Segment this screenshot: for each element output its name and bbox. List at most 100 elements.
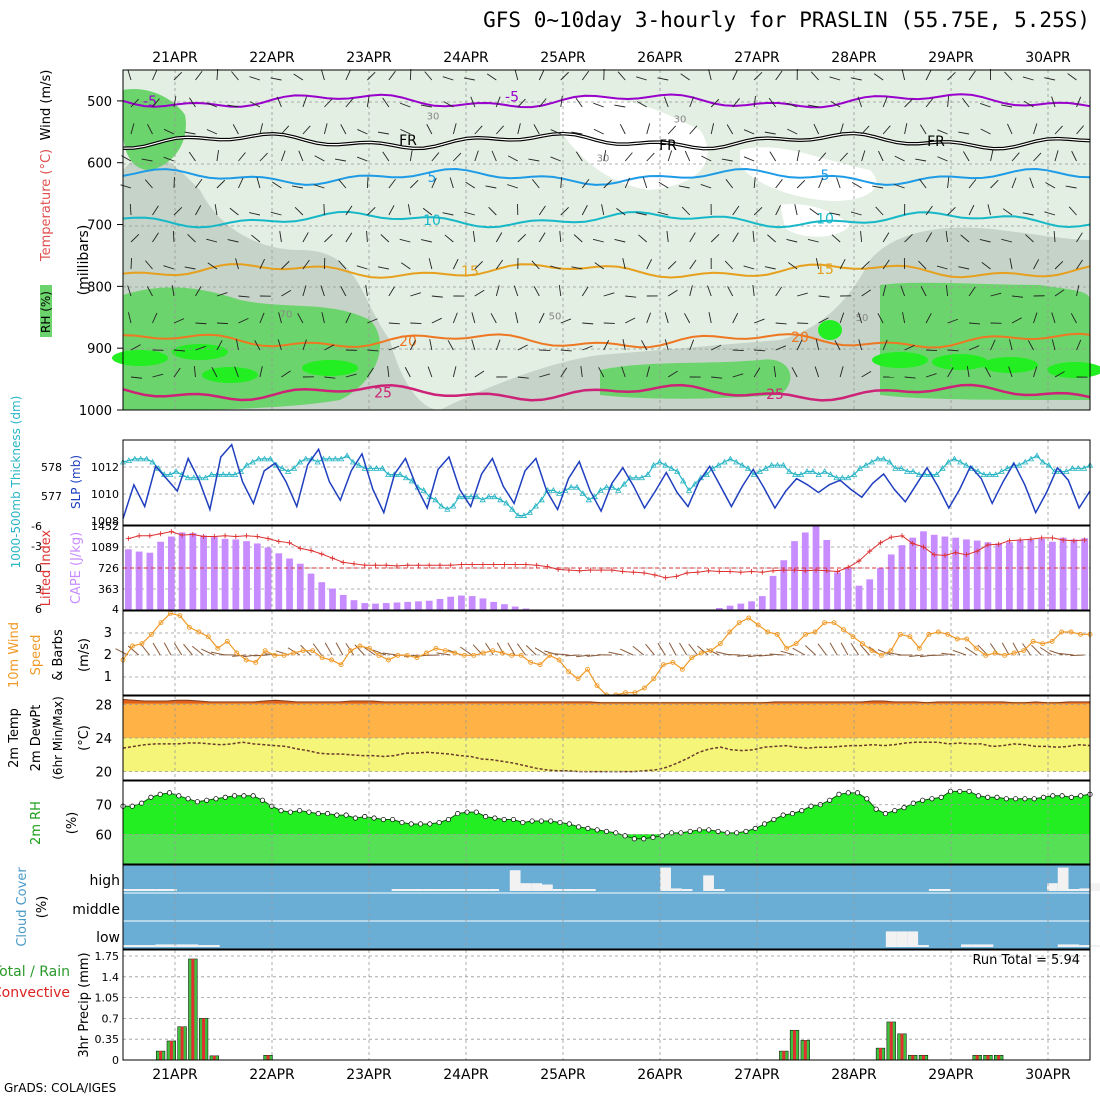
li-point — [544, 564, 550, 570]
cape-bar — [748, 601, 755, 610]
li-point — [792, 567, 798, 573]
wind-barb — [538, 312, 545, 324]
wind-barb — [1054, 125, 1063, 135]
wind-barb — [1054, 150, 1059, 162]
wind-barb — [550, 156, 561, 162]
cape-bar — [920, 531, 927, 610]
wind-barb — [235, 258, 239, 270]
wind-barb — [684, 313, 691, 324]
wind-barb — [470, 96, 476, 108]
wind10m-barb — [645, 643, 655, 656]
cape-bar — [415, 601, 422, 610]
thickness-point — [1016, 461, 1023, 468]
thickness-point — [968, 465, 976, 471]
cape-bar — [135, 551, 143, 610]
li-point — [1039, 535, 1045, 541]
cape-bar — [715, 607, 723, 610]
wind-barb — [635, 212, 647, 216]
isotherm-t20 — [122, 332, 1091, 349]
wind-barb — [882, 96, 888, 108]
cloud-high-bar — [477, 889, 489, 891]
wind-barb — [1011, 152, 1020, 162]
cape-ytick: 726 — [98, 562, 119, 575]
wind-barb — [281, 370, 291, 378]
cape-bar — [178, 532, 186, 610]
thickness-point — [733, 458, 740, 465]
slp-ytick: 1010 — [91, 488, 119, 501]
rh2m-point — [1022, 796, 1028, 802]
wind10m-point — [869, 648, 875, 654]
cloud-high-bar — [155, 889, 166, 891]
wind-barb — [495, 232, 503, 243]
temp-max-area — [123, 699, 1090, 704]
wind-barb — [474, 260, 483, 270]
wind-barb — [794, 204, 798, 216]
wind-barb — [1001, 104, 1013, 108]
wind10m-point — [461, 652, 467, 658]
wind-barb — [1011, 177, 1017, 189]
wind-barb — [638, 234, 648, 243]
wind-barb — [297, 313, 304, 324]
wind-barb — [227, 239, 239, 243]
wind-barb — [752, 285, 755, 297]
thickness-point — [998, 468, 1005, 474]
wind-barb — [120, 184, 132, 189]
wind-barb — [442, 212, 454, 216]
rh-contour-label: 50 — [856, 313, 869, 324]
cloud-high-bar — [423, 889, 435, 891]
wind-barb — [232, 124, 239, 135]
rh-95-cell — [302, 360, 358, 376]
isotherm-t25 — [122, 383, 1091, 402]
cape-bar — [339, 594, 347, 610]
wind-barb — [831, 234, 841, 243]
wind-barb — [1076, 232, 1083, 243]
thickness-point — [125, 457, 133, 463]
date-label-bottom: 25APR — [540, 1067, 586, 1083]
precip-conv-bar — [921, 1055, 925, 1060]
precip-conv-bar — [900, 1033, 904, 1060]
isotherm-label-m5: -5 — [143, 94, 157, 110]
cloud-high-bar — [1079, 888, 1090, 891]
li-point — [1028, 536, 1034, 542]
li-point — [372, 562, 378, 568]
wind-barb — [127, 285, 132, 297]
thickness-point — [615, 487, 622, 493]
wind-barb — [495, 285, 500, 297]
li-point — [963, 552, 969, 558]
precip-conv-bar — [180, 1026, 184, 1060]
precip-panel: 1.75 1.4 1.05 0.7 0.35 0 Total / Rain Convectiv… — [0, 949, 1091, 1067]
wind-barb — [861, 370, 872, 378]
li-point — [673, 573, 679, 579]
wind10m-barb — [930, 654, 945, 657]
wind-barb — [356, 156, 368, 162]
wind10m-point — [376, 652, 382, 658]
cape-ylabel: CAPE (J/kg) — [69, 532, 84, 604]
thickness-point — [579, 490, 587, 496]
rh2m-point — [1031, 796, 1037, 802]
wind-barb — [966, 366, 970, 378]
wind10m-barb — [191, 645, 204, 656]
li-point — [727, 569, 733, 574]
thickness-point — [220, 471, 227, 478]
cape-bar — [157, 541, 164, 610]
cloud-low-bar — [1079, 945, 1090, 947]
wind10m-point — [499, 650, 505, 656]
wind-barb — [786, 238, 798, 243]
wind10m-barb — [436, 652, 451, 656]
thickness-point — [520, 512, 528, 518]
cape-bar — [952, 537, 960, 610]
wind-barb — [624, 177, 630, 189]
wind-barb — [270, 211, 282, 216]
wind-barb — [367, 318, 378, 324]
upper-ytick: 900 — [87, 342, 112, 357]
wind-barb — [581, 70, 590, 81]
temp-ylabel-2: 2m DewPt — [29, 705, 44, 772]
wind-barb — [834, 340, 841, 351]
rh2m-point — [538, 818, 544, 824]
wind-barb — [259, 258, 265, 270]
wind-barb — [788, 262, 798, 270]
wind-barb — [624, 152, 633, 162]
wind10m-barb — [747, 654, 762, 658]
rh2m-point — [873, 806, 879, 812]
